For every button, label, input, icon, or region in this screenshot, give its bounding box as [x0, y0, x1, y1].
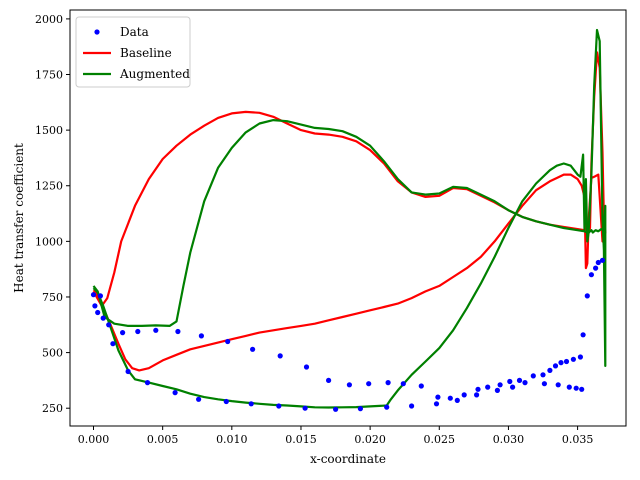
y-tick-label: 1500: [35, 124, 63, 137]
data-point: [573, 385, 579, 391]
data-point: [530, 373, 536, 379]
data-point: [522, 380, 528, 386]
y-tick-label: 1250: [35, 180, 63, 193]
data-point: [175, 328, 181, 335]
data-point: [474, 392, 480, 398]
data-point: [516, 377, 523, 383]
ticks-layer: 0.000 0.005 0.010 0.015 0.020 0.025 0.030 0.035…: [35, 13, 593, 446]
y-tick-label: 500: [42, 347, 63, 360]
data-point: [409, 403, 415, 409]
data-point: [563, 358, 570, 365]
data-point: [595, 259, 601, 266]
data-point: [507, 378, 513, 385]
y-axis-label: Heat transfer coefficient: [12, 143, 26, 293]
x-tick-label: 0.000: [78, 433, 110, 446]
y-tick-label: 1750: [35, 69, 63, 82]
data-point: [418, 383, 424, 389]
y-tick-label: 1000: [35, 235, 63, 248]
x-tick-label: 0.025: [424, 433, 456, 446]
data-point: [125, 368, 131, 375]
data-point: [577, 354, 584, 360]
x-axis-label: x-coordinate: [310, 452, 386, 466]
data-point: [248, 401, 254, 407]
data-point: [400, 381, 406, 387]
data-point: [333, 406, 339, 412]
legend-label-baseline: Baseline: [120, 46, 172, 60]
series-layer: [90, 28, 607, 412]
data-point: [95, 309, 101, 316]
legend-label-data: Data: [120, 25, 149, 39]
y-tick-label: 750: [42, 291, 63, 304]
x-tick-label: 0.010: [216, 433, 248, 446]
x-tick-label: 0.005: [147, 433, 179, 446]
x-tick-label: 0.030: [493, 433, 525, 446]
data-point: [435, 394, 441, 400]
data-point: [580, 332, 586, 338]
data-point: [433, 401, 440, 407]
data-point: [485, 384, 491, 390]
data-point: [172, 390, 178, 396]
data-point: [144, 380, 151, 386]
augmented-series-line: [92, 28, 607, 409]
data-point: [384, 404, 390, 410]
data-point: [588, 272, 595, 278]
data-point: [302, 405, 308, 411]
data-point: [97, 293, 103, 299]
data-point: [326, 377, 332, 383]
data-point: [223, 398, 229, 405]
data-point: [106, 322, 112, 328]
data-point: [100, 315, 106, 321]
y-tick-label: 2000: [35, 13, 63, 26]
legend: Data Baseline Augmented: [75, 16, 191, 88]
legend-marker-data: [94, 29, 100, 35]
legend-label-augmented: Augmented: [119, 67, 190, 81]
data-point: [509, 384, 516, 390]
data-point: [366, 381, 372, 387]
data-point: [346, 382, 352, 388]
data-point: [198, 333, 204, 339]
data-point: [593, 265, 599, 271]
data-point: [540, 372, 546, 378]
data-point: [555, 382, 561, 388]
data-point: [552, 363, 559, 369]
data-point: [385, 380, 391, 386]
data-point: [357, 406, 363, 412]
legend-box: [75, 16, 191, 88]
data-point: [558, 360, 564, 366]
data-point: [584, 293, 590, 299]
data-point: [92, 303, 98, 309]
data-point: [494, 387, 500, 393]
data-point: [447, 395, 453, 401]
baseline-series-line: [92, 51, 607, 372]
data-point: [497, 382, 503, 388]
data-point: [454, 397, 460, 403]
data-point: [153, 327, 159, 333]
data-point: [541, 381, 548, 387]
y-tick-label: 250: [42, 402, 63, 415]
data-point: [120, 330, 126, 336]
x-tick-label: 0.035: [562, 433, 594, 446]
data-point: [461, 392, 467, 398]
data-point: [250, 346, 256, 352]
data-point: [547, 367, 553, 373]
data-point: [225, 338, 231, 345]
data-point: [599, 257, 606, 263]
data-point: [135, 328, 141, 335]
data-point: [110, 341, 116, 347]
x-tick-label: 0.020: [354, 433, 386, 446]
data-point: [303, 364, 310, 370]
data-point: [579, 386, 585, 392]
data-point: [566, 384, 572, 390]
data-point: [570, 356, 577, 362]
data-point: [90, 292, 97, 298]
data-point: [196, 396, 202, 402]
x-tick-label: 0.015: [285, 433, 317, 446]
data-point: [475, 386, 481, 392]
data-point: [277, 353, 283, 359]
data-point: [276, 403, 282, 409]
